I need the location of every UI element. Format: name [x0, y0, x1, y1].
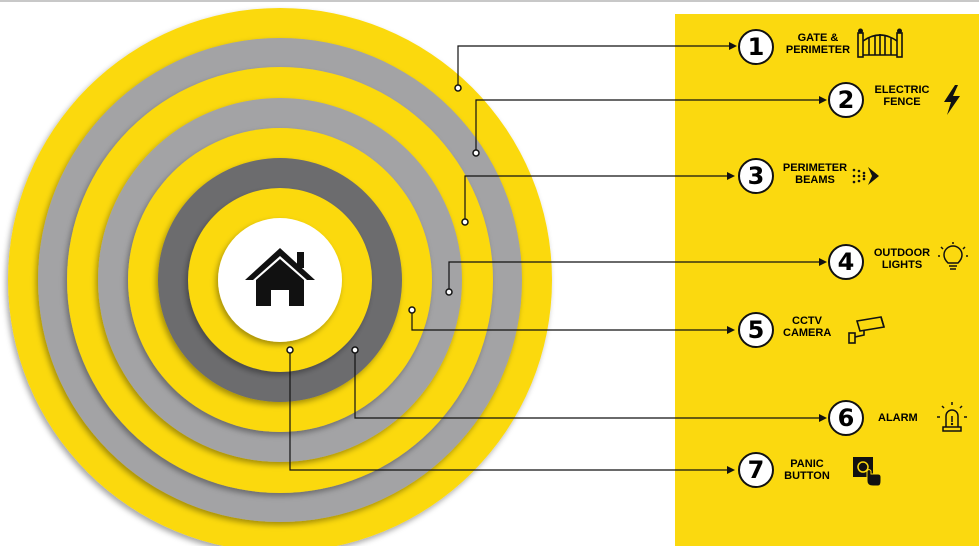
step-2-label: ELECTRIC FENCE: [873, 84, 931, 108]
step-6-label: ALARM: [878, 412, 928, 424]
step-5-label: CCTV CAMERA: [783, 315, 831, 339]
step-3-label-line2: BEAMS: [795, 174, 835, 186]
connector-3: [464, 175, 730, 222]
home-icon: [245, 248, 315, 306]
connector-arrowheads: [727, 42, 827, 474]
connector-7: [289, 350, 730, 471]
step-7-label-line2: BUTTON: [784, 470, 830, 482]
legend-panel: [675, 14, 979, 546]
step-4-label: OUTDOOR LIGHTS: [870, 247, 934, 271]
step-4-label-line2: LIGHTS: [881, 259, 923, 271]
connector-6: [354, 350, 822, 419]
connector-dots: [286, 84, 480, 354]
step-2-badge: 2: [828, 82, 864, 118]
step-2-label-line2: FENCE: [883, 96, 921, 108]
step-2-label-line1: ELECTRIC: [874, 84, 930, 96]
top-divider: [0, 0, 979, 2]
step-6-badge: 6: [828, 400, 864, 436]
step-5-badge: 5: [738, 312, 774, 348]
alarm-siren-icon: [937, 402, 967, 432]
connector-2: [475, 99, 822, 153]
connector-lines: [289, 45, 822, 471]
cctv-camera-icon: [848, 316, 886, 344]
step-1-badge: 1: [738, 29, 774, 65]
step-4-badge: 4: [828, 244, 864, 280]
step-4-label-line1: OUTDOOR: [873, 247, 931, 259]
light-bulb-icon: [938, 242, 968, 270]
step-7-label: PANIC BUTTON: [783, 458, 831, 482]
panic-button-icon: [853, 457, 882, 487]
step-3-label-line1: PERIMETER: [782, 162, 848, 174]
step-7-label-line1: PANIC: [790, 458, 824, 470]
connector-4: [448, 261, 822, 292]
connector-1: [457, 45, 732, 88]
beam-sensor-icon: [852, 167, 879, 185]
step-1-label-line2: PERIMETER: [785, 44, 851, 56]
step-3-label: PERIMETER BEAMS: [782, 162, 848, 186]
connector-5: [411, 310, 730, 331]
step-1-label: GATE & PERIMETER: [785, 32, 851, 56]
gate-icon: [857, 28, 903, 58]
step-6-label-line1: ALARM: [878, 412, 918, 424]
step-3-badge: 3: [738, 158, 774, 194]
step-7-badge: 7: [738, 452, 774, 488]
step-5-label-line2: CAMERA: [783, 327, 832, 339]
lightning-bolt-icon: [944, 85, 960, 115]
step-1-label-line1: GATE &: [797, 32, 839, 44]
step-5-label-line1: CCTV: [792, 315, 822, 327]
